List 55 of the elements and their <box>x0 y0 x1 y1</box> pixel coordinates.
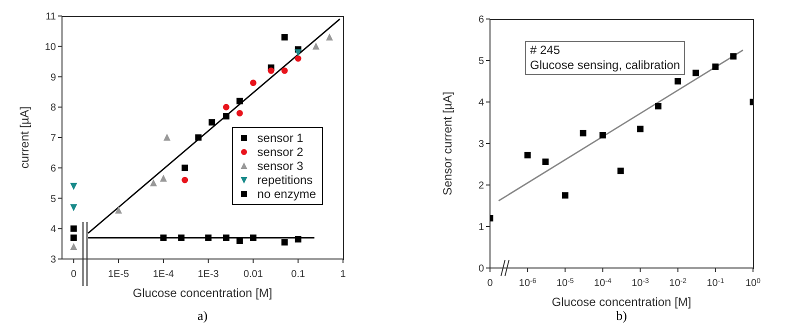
x-tick-label: 10$^{-6}$ <box>518 278 536 289</box>
point <box>617 168 624 174</box>
x-tick-label: 10$^{0}$ <box>745 278 761 289</box>
y-tick-label: 7 <box>50 133 56 144</box>
text: b) <box>615 308 628 324</box>
x-tick-label: 0 <box>487 278 494 289</box>
x-axis-title: Glucose concentration [M] <box>552 295 692 309</box>
point <box>655 102 662 110</box>
y-tick-label: 3 <box>478 139 484 150</box>
x-tick-label: 10$^{-4}$ <box>594 278 612 289</box>
x-tick-label: 0 <box>70 269 77 280</box>
y-tick-label: 4 <box>50 224 56 236</box>
y-tick-label: 10 <box>44 42 56 53</box>
y-axis-title: Sensor current [µA] <box>440 92 454 196</box>
point <box>600 132 606 138</box>
legend-label: sensor 1 <box>257 131 304 145</box>
y-tick-label: 8 <box>50 102 56 114</box>
legend-label: no enzyme <box>257 187 316 201</box>
x-tick-label: 10$^{-3}$ <box>632 278 650 289</box>
x-tick-label: 1E-5 <box>108 269 130 280</box>
x-axis-title: Glucose concentration [M] <box>132 286 272 300</box>
point <box>730 53 737 60</box>
point <box>524 152 531 158</box>
x-tick-label: 10$^{-5}$ <box>556 278 574 289</box>
x-tick-label: 1E-3 <box>198 269 220 280</box>
y-tick-label: 6 <box>478 14 484 26</box>
legend-label: repetitions <box>257 173 313 187</box>
point <box>712 64 719 70</box>
legend-label: sensor 3 <box>257 159 304 173</box>
legend-label: sensor 2 <box>257 145 304 159</box>
y-tick-label: 1 <box>478 222 484 234</box>
y-tick-label: 3 <box>50 254 56 266</box>
x-tick-label: 0.1 <box>291 269 306 280</box>
point <box>692 70 699 76</box>
annotation: # 245 <box>530 43 562 58</box>
point <box>580 130 586 136</box>
x-tick-label: 10$^{-1}$ <box>706 278 724 289</box>
x-tick-label: 0.01 <box>243 269 264 280</box>
y-tick-label: 5 <box>50 194 56 205</box>
y-tick-label: 11 <box>46 12 56 23</box>
text: a) <box>196 308 209 324</box>
y-tick-label: 4 <box>478 98 484 109</box>
point <box>562 192 568 199</box>
y-tick-label: 2 <box>478 180 484 192</box>
y-tick-label: 9 <box>50 72 56 84</box>
point <box>542 158 549 165</box>
point <box>674 78 682 84</box>
y-tick-label: 6 <box>50 163 56 174</box>
y-axis-title: current [µA] <box>17 106 32 169</box>
annotation: Glucose sensing, calibration <box>530 58 680 73</box>
x-tick-label: 1 <box>340 269 346 280</box>
x-tick-label: 1E-4 <box>152 269 174 280</box>
x-tick-label: 10$^{-2}$ <box>669 278 687 289</box>
y-tick-label: 5 <box>478 56 484 68</box>
point <box>637 126 644 132</box>
